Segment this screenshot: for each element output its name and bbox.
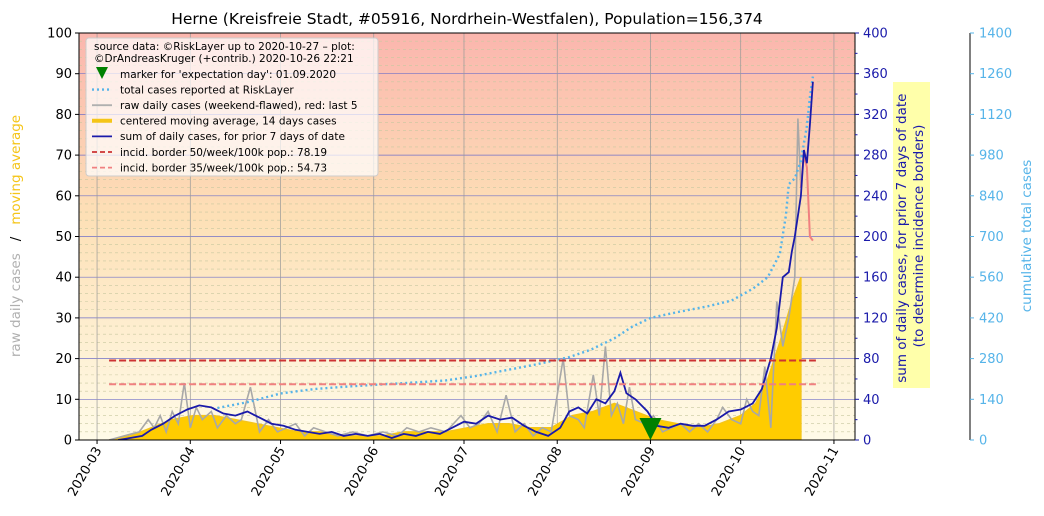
expectation-day-marker <box>639 418 662 440</box>
x-tick-label: 2020-05 <box>249 445 289 500</box>
right-axis-2-tick-label: 0 <box>979 434 987 449</box>
right-axis-1-label-line: sum of daily cases, for prior 7 days of … <box>894 94 910 383</box>
left-tick-label: 90 <box>55 67 72 82</box>
raw-daily-cases-line <box>108 118 802 440</box>
right-axis-1-tick-label: 400 <box>863 27 888 42</box>
left-tick-label: 50 <box>55 230 72 245</box>
legend-entry-label: sum of daily cases, for prior 7 days of … <box>120 131 345 143</box>
legend-entry-label: marker for 'expectation day': 01.09.2020 <box>120 69 336 81</box>
right-axis-2-ticks: 0 140 280 420 560 700 840 980 1120 1260 1400 <box>970 27 1012 449</box>
chart-title: Herne (Kreisfreie Stadt, #05916, Nordrhe… <box>171 10 763 28</box>
vertical-grid <box>96 33 835 440</box>
left-axis-ticks: 0 10 20 30 40 50 60 70 80 90 100 <box>47 27 79 449</box>
legend-source-line-2: ©DrAndreasKruger (+contrib.) 2020-10-26 … <box>94 53 354 65</box>
right-axis-1-tick-label: 280 <box>863 149 888 164</box>
right-axis-1-tick-label: 200 <box>863 230 888 245</box>
legend: source data: ©RiskLayer up to 2020-10-27… <box>85 37 379 177</box>
right-axis-2-tick-label: 1260 <box>979 67 1012 82</box>
right-axis-1-tick-label: 240 <box>863 189 888 204</box>
left-axis-label: raw daily cases / moving average <box>8 115 24 357</box>
right-axis-2-tick-label: 1120 <box>979 108 1012 123</box>
legend-entries: marker for 'expectation day': 01.09.2020… <box>92 67 358 174</box>
right-axis-1-label-line: (to determine incidence borders) <box>911 125 927 348</box>
right-axis-1-tick-label: 160 <box>863 271 888 286</box>
x-tick-label: 2020-10 <box>709 445 749 500</box>
x-tick-label: 2020-03 <box>65 445 105 500</box>
x-tick-label: 2020-06 <box>342 445 382 500</box>
left-tick-label: 40 <box>55 271 72 286</box>
x-tick-label: 2020-04 <box>159 445 199 500</box>
right-axis-2-tick-label: 560 <box>979 271 1004 286</box>
right-axis-1-ticks: 0 40 80 120 160 200 240 280 320 360 400 <box>855 27 888 449</box>
x-tick-label: 2020-08 <box>526 445 566 500</box>
left-axis-label-part: raw daily cases <box>8 253 24 357</box>
right-axis-1-tick-label: 0 <box>863 434 871 449</box>
right-axis-2-tick-label: 700 <box>979 230 1004 245</box>
right-axis-2-label: cumulative total cases <box>1019 160 1035 313</box>
legend-source-line-1: source data: ©RiskLayer up to 2020-10-27… <box>94 41 355 53</box>
right-axis-2-tick-label: 840 <box>979 189 1004 204</box>
left-tick-label: 30 <box>55 311 72 326</box>
right-axis-1-label: sum of daily cases, for prior 7 days of … <box>894 89 927 383</box>
left-tick-label: 20 <box>55 352 72 367</box>
right-axis-1-tick-label: 80 <box>863 352 880 367</box>
legend-entry-label: incid. border 35/week/100k pop.: 54.73 <box>120 162 327 174</box>
right-axis-1-tick-label: 360 <box>863 67 888 82</box>
right-axis-2-tick-label: 1400 <box>979 27 1012 42</box>
legend-entry-label: centered moving average, 14 days cases <box>120 116 337 128</box>
sum7-line <box>117 81 814 440</box>
left-tick-label: 100 <box>47 27 72 42</box>
left-tick-label: 70 <box>55 149 72 164</box>
left-tick-label: 10 <box>55 393 72 408</box>
left-tick-label: 60 <box>55 189 72 204</box>
x-tick-label: 2020-09 <box>619 445 659 500</box>
legend-swatch <box>96 67 108 79</box>
right-axis-1-tick-label: 120 <box>863 311 888 326</box>
right-axis-2-tick-label: 140 <box>979 393 1004 408</box>
left-axis-label-part: / <box>8 236 24 241</box>
right-axis-2-tick-label: 420 <box>979 311 1004 326</box>
x-tick-label: 2020-11 <box>802 445 842 500</box>
legend-entry-label: incid. border 50/week/100k pop.: 78.19 <box>120 147 327 159</box>
total-cases-line <box>217 76 815 410</box>
left-tick-label: 80 <box>55 108 72 123</box>
legend-box <box>85 37 379 177</box>
right-axis-1-tick-label: 320 <box>863 108 888 123</box>
legend-entry-label: raw daily cases (weekend-flawed), red: l… <box>120 100 358 112</box>
x-axis-ticks: 2020-03 2020-04 2020-05 2020-06 2020-07 2020-… <box>65 440 842 499</box>
left-tick-label: 0 <box>64 434 72 449</box>
right-axis-1-label-background <box>893 82 930 388</box>
right-axis-1-tick-label: 40 <box>863 393 880 408</box>
legend-entry-label: total cases reported at RiskLayer <box>120 84 294 96</box>
left-axis-label-part: moving average <box>8 115 24 225</box>
right-axis-2-tick-label: 280 <box>979 352 1004 367</box>
right-axis-2-tick-label: 980 <box>979 149 1004 164</box>
x-tick-label: 2020-07 <box>432 445 472 500</box>
